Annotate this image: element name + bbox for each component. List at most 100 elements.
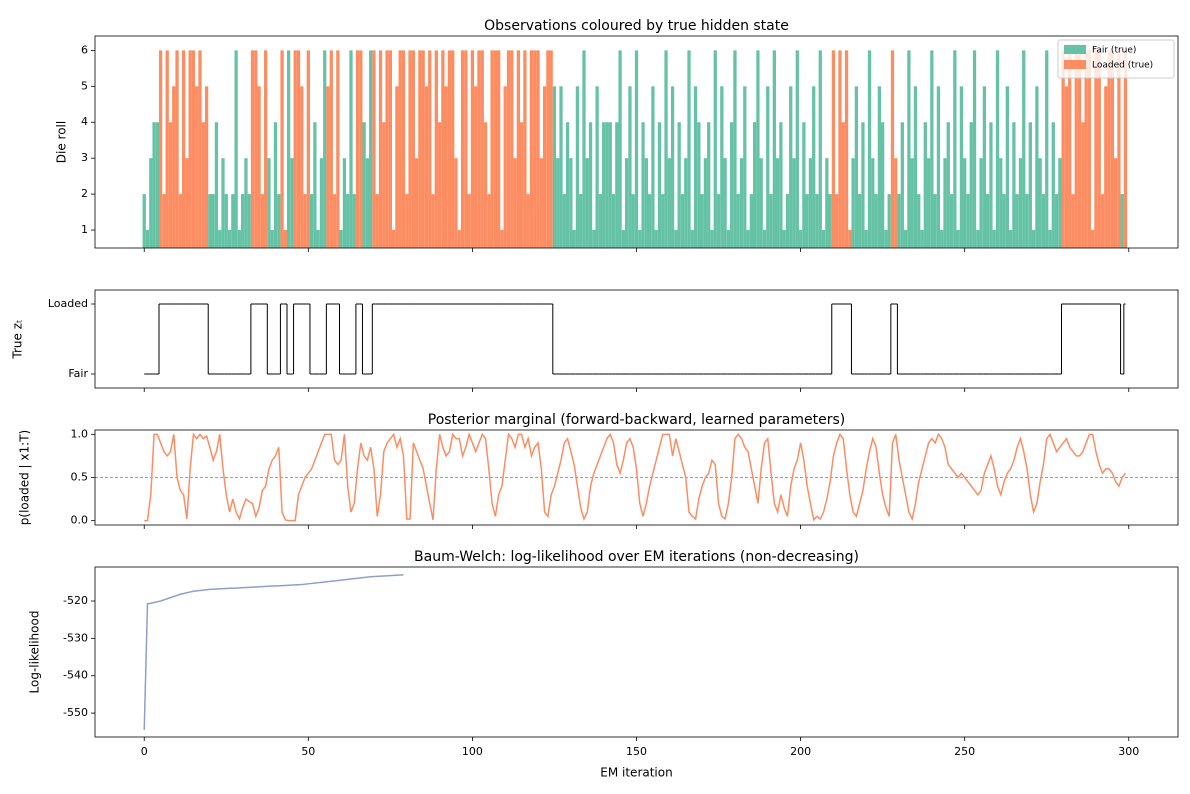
bar <box>536 50 540 249</box>
bar <box>480 50 484 249</box>
bar <box>769 194 773 248</box>
bar <box>510 50 514 249</box>
bar <box>953 50 957 249</box>
bar <box>1077 50 1082 249</box>
bar <box>867 50 872 249</box>
legend-swatch <box>1064 45 1086 54</box>
bar <box>1100 194 1105 248</box>
bar <box>273 122 278 248</box>
bar <box>848 230 852 248</box>
bar <box>743 86 747 248</box>
legend-label: Fair (true) <box>1092 46 1136 56</box>
bar <box>339 230 343 248</box>
bar <box>943 158 947 248</box>
bar <box>441 50 445 249</box>
bar <box>1094 50 1098 249</box>
bar <box>457 230 461 248</box>
x-tick-label: 150 <box>626 745 647 758</box>
bar <box>506 50 511 249</box>
bar <box>667 158 671 248</box>
bar <box>1025 194 1029 248</box>
panel-title: Observations coloured by true hidden sta… <box>484 18 789 34</box>
bar <box>1120 194 1124 248</box>
bar <box>1123 50 1128 249</box>
x-tick-label: 200 <box>790 745 811 758</box>
bar <box>707 122 711 248</box>
bar <box>418 50 422 249</box>
bar <box>795 50 799 249</box>
bar <box>503 86 507 248</box>
x-axis-label: EM iteration <box>600 766 672 780</box>
bar <box>1028 122 1032 248</box>
bar <box>270 230 274 248</box>
bar <box>966 194 970 248</box>
bar <box>329 50 333 249</box>
bar <box>930 50 934 249</box>
bar <box>828 194 832 248</box>
bar <box>598 194 603 248</box>
bar <box>1035 86 1039 248</box>
bar <box>467 194 471 248</box>
bar <box>264 50 268 249</box>
x-tick-label: 100 <box>462 745 483 758</box>
bar <box>234 50 238 249</box>
y-tick-label: 5 <box>81 79 88 92</box>
bar <box>897 194 901 248</box>
bar <box>854 86 859 248</box>
bar <box>447 50 452 249</box>
bar <box>917 194 921 248</box>
bar <box>451 50 455 249</box>
bar <box>982 86 987 248</box>
bar <box>808 158 813 248</box>
panel-title: Posterior marginal (forward-backward, le… <box>428 412 845 428</box>
bar <box>638 230 642 248</box>
panel: Posterior marginal (forward-backward, le… <box>18 412 1179 529</box>
bar <box>405 194 409 248</box>
y-tick-label: -530 <box>63 631 88 644</box>
bar <box>1087 50 1092 249</box>
bar <box>1038 158 1042 248</box>
bar <box>976 230 980 248</box>
bar <box>877 86 881 248</box>
bar <box>474 86 478 248</box>
y-tick-label: -550 <box>63 706 88 719</box>
bar <box>309 194 314 248</box>
bar <box>493 50 498 249</box>
bar <box>621 230 626 248</box>
y-tick-label: 0.0 <box>71 514 89 527</box>
bar <box>933 194 937 248</box>
bar <box>529 50 534 249</box>
bar <box>552 86 557 248</box>
bar <box>411 50 415 249</box>
bar <box>680 194 685 248</box>
bar <box>1051 122 1055 248</box>
bar <box>851 158 855 248</box>
bar <box>460 50 465 249</box>
bar <box>661 194 665 248</box>
bar <box>414 158 419 248</box>
bar <box>684 158 688 248</box>
bar <box>569 158 573 248</box>
bar <box>214 122 219 248</box>
bar <box>349 50 353 249</box>
bar <box>677 122 681 248</box>
panel: Observations coloured by true hidden sta… <box>55 18 1179 252</box>
bar <box>290 158 294 248</box>
bar <box>398 50 402 249</box>
bar <box>753 122 757 248</box>
bar <box>657 122 662 248</box>
bar <box>726 230 731 248</box>
bar <box>191 50 196 249</box>
y-tick-label: 0.5 <box>71 471 89 484</box>
bar <box>1018 158 1023 248</box>
bar <box>211 194 215 248</box>
bar <box>766 86 770 248</box>
bar <box>437 122 442 248</box>
legend-box <box>1057 39 1175 79</box>
bar <box>618 50 622 249</box>
bar <box>369 50 373 249</box>
bar <box>864 230 868 248</box>
bar <box>871 158 875 248</box>
bar <box>385 50 389 249</box>
bar <box>204 86 209 248</box>
